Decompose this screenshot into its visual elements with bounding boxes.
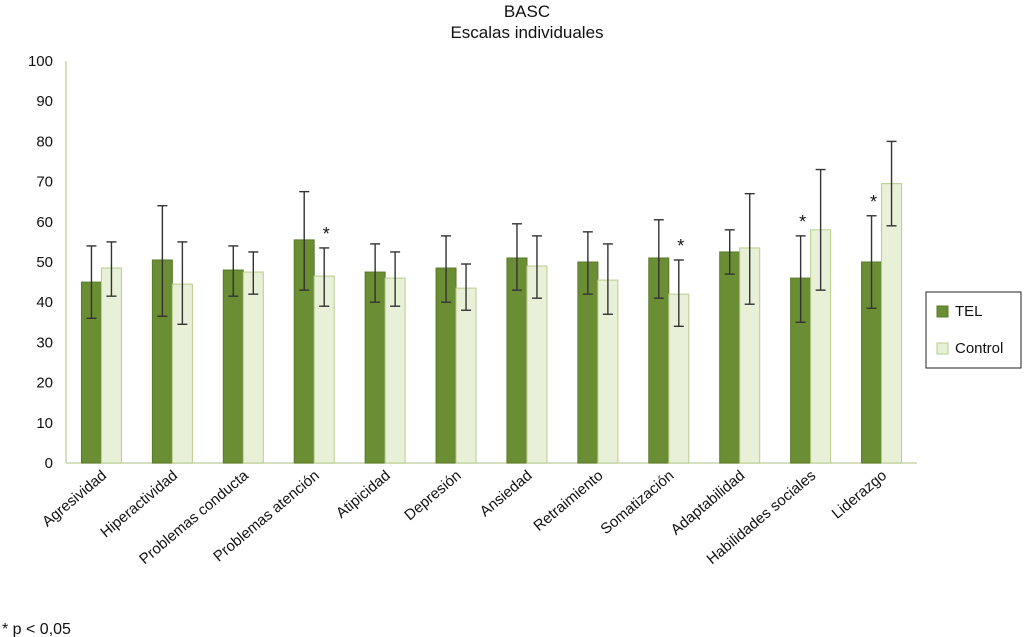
significance-star: * [323, 224, 330, 244]
category-label: Atipicidad [333, 467, 394, 522]
significance-star: * [799, 212, 806, 232]
y-tick-label: 60 [36, 214, 53, 231]
y-tick-label: 50 [36, 254, 53, 271]
chart-subtitle: Escalas individuales [450, 23, 603, 42]
bars [80, 183, 903, 464]
bar-control [455, 287, 477, 464]
bar-tel [719, 251, 741, 464]
significance-star: * [677, 236, 684, 256]
bar-control [242, 271, 264, 464]
category-label: Retraimiento [530, 467, 606, 535]
y-tick-label: 90 [36, 93, 53, 110]
chart-title: BASC [504, 2, 550, 21]
significance-star: * [870, 192, 877, 212]
category-label: Ansiedad [477, 467, 536, 520]
y-tick-label: 0 [45, 455, 53, 472]
y-tick-label: 70 [36, 174, 53, 191]
y-tick-label: 20 [36, 375, 53, 392]
bar-tel [222, 269, 244, 464]
legend-swatch-tel [936, 305, 949, 318]
y-tick-label: 80 [36, 133, 53, 150]
y-tick-label: 40 [36, 294, 53, 311]
legend-box [925, 291, 1022, 369]
axes: 0 10 20 30 40 50 60 70 80 90 100 [28, 53, 917, 472]
legend-label-control: Control [955, 340, 1003, 357]
significance-markers: * * * * [323, 192, 877, 256]
legend-label-tel: TEL [955, 303, 983, 320]
y-tick-label: 30 [36, 334, 53, 351]
bar-control [100, 267, 122, 464]
category-label: Depresión [401, 467, 464, 524]
y-tick-label: 10 [36, 415, 53, 432]
legend: TEL Control [925, 291, 1022, 369]
category-label: Liderazgo [829, 467, 890, 522]
legend-swatch-control [936, 342, 949, 355]
footnote: * p < 0,05 [2, 621, 71, 637]
y-tick-label: 100 [28, 53, 53, 70]
category-label: Agresividad [39, 467, 110, 530]
category-label: Somatización [597, 467, 677, 538]
error-bars [86, 140, 897, 328]
